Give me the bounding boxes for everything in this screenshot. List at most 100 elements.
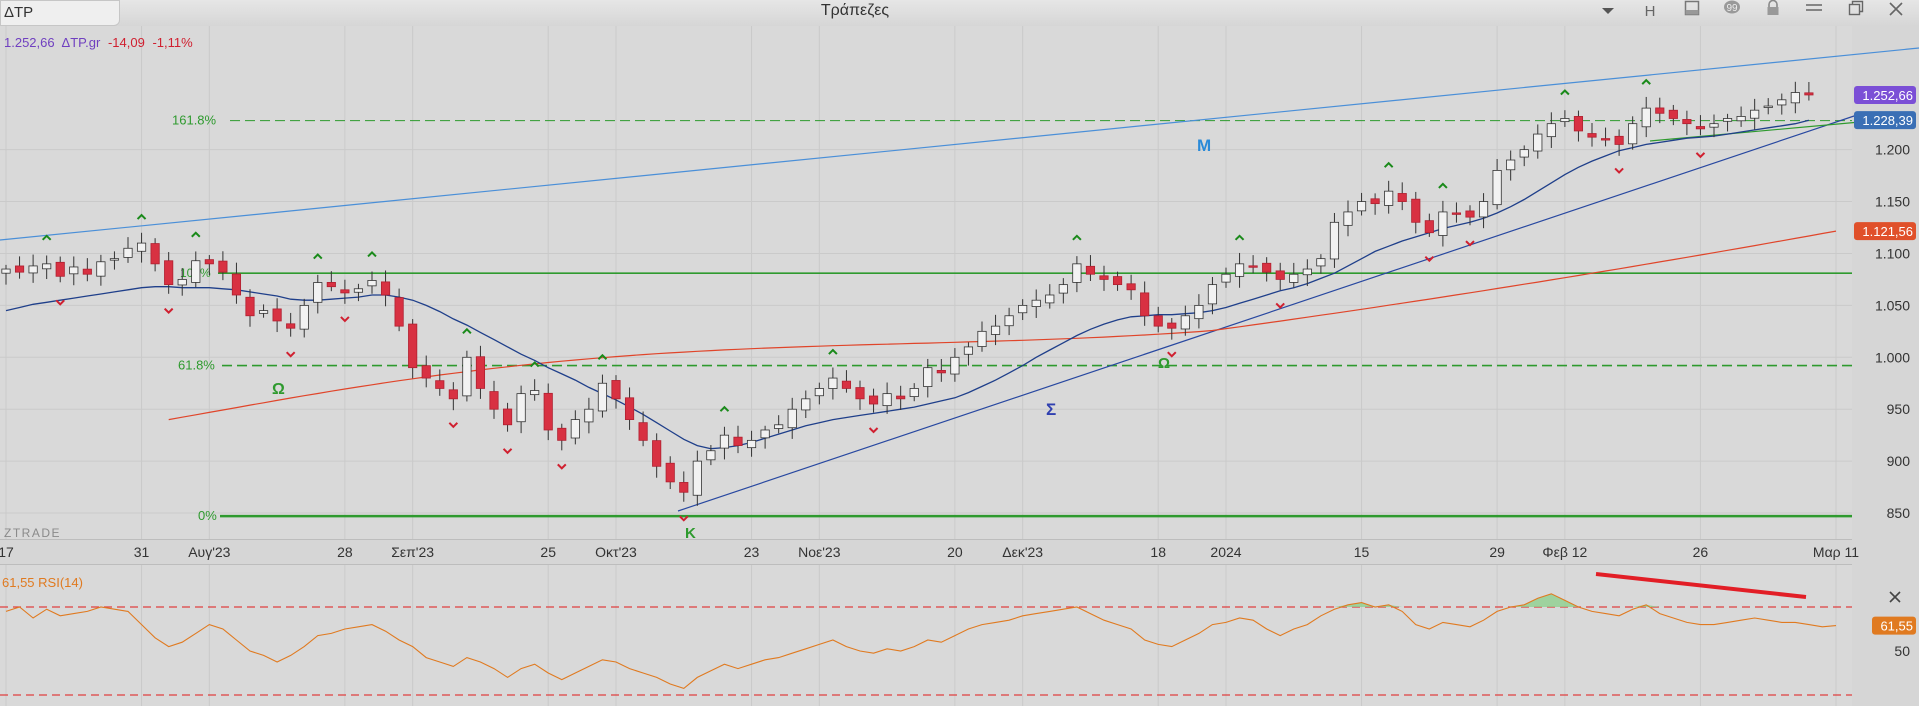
candle[interactable]: [516, 385, 526, 434]
candle[interactable]: [1641, 96, 1651, 138]
candle[interactable]: [1262, 257, 1272, 282]
candle[interactable]: [462, 350, 472, 402]
candle[interactable]: [1763, 98, 1773, 115]
candle[interactable]: [814, 382, 824, 405]
time-tick-label[interactable]: 23: [744, 544, 760, 560]
candle[interactable]: [1451, 202, 1462, 223]
fib-level-0[interactable]: 0%: [198, 508, 1852, 523]
time-tick-label[interactable]: 18: [1150, 544, 1166, 560]
time-tick-label[interactable]: 29: [1489, 544, 1505, 560]
candle[interactable]: [1085, 255, 1096, 281]
lock-icon[interactable]: [1755, 0, 1791, 26]
candle[interactable]: [1004, 307, 1014, 336]
candle[interactable]: [123, 237, 133, 263]
candle[interactable]: [1722, 113, 1733, 132]
rsi-close-icon[interactable]: [1889, 591, 1901, 603]
candle[interactable]: [1316, 254, 1326, 274]
time-tick-label[interactable]: 28: [337, 544, 353, 560]
candle[interactable]: [1194, 294, 1204, 329]
candle[interactable]: [69, 256, 79, 286]
candle[interactable]: [570, 410, 580, 445]
rsi-divergence-line[interactable]: [1595, 572, 1807, 599]
candle[interactable]: [367, 271, 377, 294]
candle[interactable]: [1329, 212, 1340, 268]
candle[interactable]: [435, 369, 445, 396]
chart-area[interactable]: 1.252,66 ΔTP.gr -14,09 -1,11% 161.8% 100…: [0, 26, 1919, 706]
candle[interactable]: [1045, 284, 1055, 309]
candle[interactable]: [950, 348, 960, 382]
candle[interactable]: [1207, 277, 1218, 315]
candle[interactable]: [530, 379, 540, 401]
candle[interactable]: [96, 254, 106, 286]
candle[interactable]: [1424, 213, 1434, 237]
time-tick-label[interactable]: 20: [947, 544, 963, 560]
candle[interactable]: [82, 258, 92, 282]
candle[interactable]: [136, 232, 147, 263]
candle[interactable]: [1573, 110, 1584, 142]
candle[interactable]: [502, 402, 513, 432]
time-tick-label[interactable]: 17: [0, 544, 14, 560]
candle[interactable]: [1777, 93, 1787, 115]
candle[interactable]: [1126, 274, 1136, 300]
candle[interactable]: [557, 423, 567, 451]
price-axis[interactable]: 850 900 950 1.000 1.050 1.100 1.150 1.200: [1875, 142, 1910, 521]
time-tick-label[interactable]: Δεκ'23: [1002, 544, 1043, 560]
dropdown-chevron-icon[interactable]: [1590, 0, 1626, 26]
candle[interactable]: [1289, 262, 1299, 288]
candle[interactable]: [896, 385, 906, 410]
candle[interactable]: [611, 375, 621, 409]
candle[interactable]: [28, 254, 38, 283]
time-tick-label[interactable]: 15: [1354, 544, 1370, 560]
candle[interactable]: [1695, 115, 1706, 136]
trendline-upper[interactable]: [0, 47, 1919, 241]
candle[interactable]: [1506, 150, 1516, 181]
time-tick-label[interactable]: Αυγ'23: [188, 544, 230, 560]
candle[interactable]: [584, 397, 594, 434]
candle[interactable]: [1031, 289, 1041, 318]
candle[interactable]: [1112, 271, 1123, 291]
candle[interactable]: [1221, 267, 1231, 288]
candle[interactable]: [1099, 265, 1109, 291]
candle[interactable]: [1546, 112, 1556, 148]
candle[interactable]: [1655, 97, 1665, 124]
candle[interactable]: [177, 268, 187, 296]
candle[interactable]: [760, 425, 770, 449]
long-moving-average[interactable]: [168, 230, 1837, 421]
candle[interactable]: [733, 425, 743, 454]
candle[interactable]: [1736, 106, 1746, 127]
candle[interactable]: [1709, 114, 1719, 138]
symbol-input[interactable]: ΔTP: [0, 0, 120, 26]
candle[interactable]: [692, 450, 702, 506]
menu-icon[interactable]: [1796, 0, 1832, 26]
candle[interactable]: [1234, 252, 1245, 288]
candle[interactable]: [380, 270, 391, 307]
candle[interactable]: [14, 256, 25, 279]
candle[interactable]: [1465, 205, 1475, 226]
candle[interactable]: [394, 288, 404, 332]
candle[interactable]: [909, 383, 919, 402]
candle[interactable]: [679, 471, 689, 502]
candle[interactable]: [1411, 191, 1421, 234]
candle[interactable]: [868, 388, 879, 413]
candle[interactable]: [855, 380, 865, 410]
time-axis[interactable]: 17 31 Αυγ'23 28 Σεπ'23 25 Οκτ'23 23 Νοε'23 20 Δεκ'…: [0, 544, 1859, 560]
candle[interactable]: [286, 312, 296, 337]
candle[interactable]: [746, 430, 757, 457]
restore-window-icon[interactable]: [1838, 0, 1874, 26]
candle[interactable]: [1384, 180, 1394, 214]
candle[interactable]: [1, 264, 11, 285]
candle[interactable]: [1356, 192, 1367, 216]
candle[interactable]: [1153, 306, 1163, 333]
rsi-line[interactable]: [5, 593, 1837, 690]
h-button[interactable]: H: [1644, 3, 1656, 20]
fib-level-61[interactable]: 61.8%: [178, 358, 1852, 373]
candle[interactable]: [408, 319, 418, 379]
candle[interactable]: [1804, 81, 1814, 101]
candle[interactable]: [1343, 200, 1353, 237]
candle[interactable]: [1180, 305, 1190, 336]
candle[interactable]: [1492, 159, 1502, 210]
candle[interactable]: [1587, 122, 1597, 147]
candle[interactable]: [272, 298, 282, 333]
candle[interactable]: [231, 262, 242, 304]
time-tick-label[interactable]: Οκτ'23: [595, 544, 637, 560]
